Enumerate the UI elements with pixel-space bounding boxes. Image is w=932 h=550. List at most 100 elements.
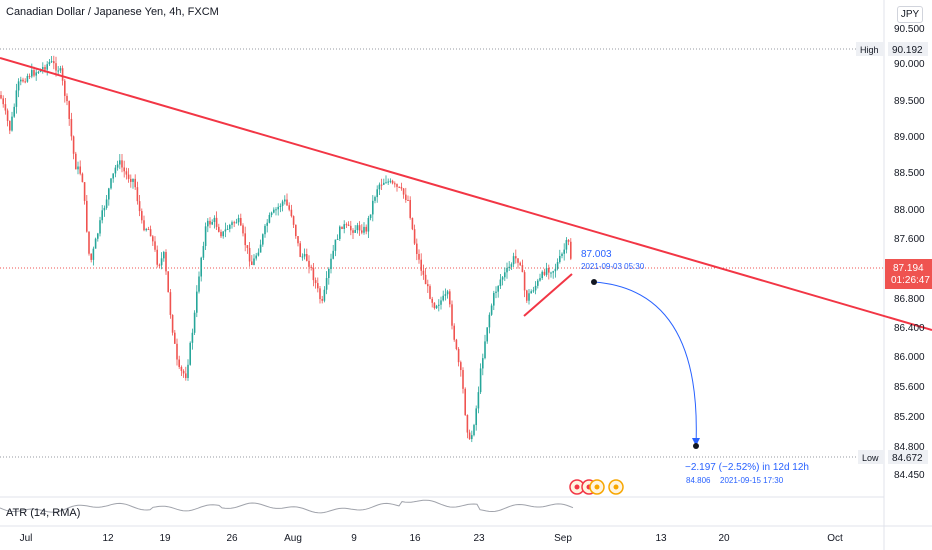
candle-body	[422, 270, 425, 275]
candle-body	[279, 205, 282, 207]
candle-body	[119, 160, 121, 165]
currency-badge[interactable]: JPY	[897, 6, 923, 23]
candle-body	[297, 236, 299, 244]
candle-body	[343, 224, 345, 229]
candle-body	[372, 200, 374, 215]
candle-body	[347, 224, 350, 226]
price-tick-label: 89.000	[894, 132, 925, 143]
candle-body	[563, 249, 565, 254]
low-label-box	[858, 450, 884, 464]
price-tick-label: 84.450	[894, 470, 925, 481]
candle-body	[259, 244, 262, 253]
candle-body	[473, 425, 475, 436]
candle-body	[541, 271, 543, 279]
high-label: High	[860, 45, 879, 55]
candle-body	[59, 68, 62, 71]
price-tick-label: 86.400	[894, 323, 925, 334]
candle-body	[127, 174, 130, 179]
candle-body	[453, 325, 455, 340]
candle-body	[255, 255, 257, 259]
candle-body	[312, 267, 315, 281]
price-tick-label: 86.000	[894, 352, 925, 363]
candle-body	[374, 197, 376, 201]
time-tick-label: Aug	[284, 533, 302, 544]
time-tick-label: 23	[473, 533, 485, 544]
candle-body	[70, 118, 73, 137]
candle-body	[149, 229, 152, 237]
candle-body	[292, 216, 295, 225]
atr-label[interactable]: ATR (14, RMA)	[6, 507, 81, 519]
candle-body	[468, 432, 471, 440]
projection-time-label: 2021-09-15 17:30	[720, 476, 784, 485]
candle-body	[559, 255, 561, 263]
time-axis[interactable]: Jul 12 19 26 Aug 9 16 23 Sep 13 20 Oct	[20, 533, 843, 544]
candle-body	[407, 199, 409, 201]
projection-end-point[interactable]	[693, 443, 699, 449]
candle-body	[405, 194, 407, 200]
support-trendline[interactable]	[523, 273, 573, 317]
last-price-value: 87.194	[893, 263, 924, 274]
last-price-tag	[885, 259, 932, 289]
candle-body	[416, 243, 418, 254]
candle-body	[4, 104, 7, 111]
candle-body	[231, 222, 233, 225]
candle-body	[0, 95, 2, 99]
projection-arc[interactable]	[593, 281, 697, 446]
candle-body	[457, 348, 460, 363]
candle-body	[202, 246, 205, 258]
candle-body	[72, 136, 75, 154]
candle-body	[411, 217, 414, 230]
projection-start-point[interactable]	[591, 279, 597, 285]
candle-body	[123, 167, 125, 172]
candle-body	[136, 187, 139, 202]
drawing-layer[interactable]: 87.003 2021-09-03 05:30 −2.197 (−2.52%) …	[0, 57, 932, 485]
time-tick-label: 19	[159, 533, 171, 544]
candle-body	[508, 266, 510, 269]
candle-body	[121, 160, 123, 168]
candle-body	[26, 75, 29, 82]
event-marker-dot	[574, 484, 580, 490]
time-tick-label: 12	[102, 533, 114, 544]
candle-body	[486, 327, 488, 342]
candle-body	[13, 106, 15, 117]
candle-body	[33, 70, 35, 76]
candle-body	[44, 67, 46, 70]
candle-body	[154, 241, 156, 250]
candle-body	[125, 171, 128, 175]
candle-body	[356, 225, 359, 231]
symbol-title[interactable]: Canadian Dollar / Japanese Yen, 4h, FXCM	[6, 6, 219, 18]
candle-body	[424, 274, 427, 285]
projection-change-label: −2.197 (−2.52%) in 12d 12h	[685, 462, 809, 473]
candle-body	[449, 291, 451, 305]
candle-body	[308, 260, 310, 267]
low-value-box	[888, 450, 928, 464]
candle-body	[495, 291, 497, 293]
candle-body	[50, 61, 53, 63]
descending-trendline[interactable]	[0, 57, 932, 331]
candle-body	[209, 220, 211, 225]
candle-body	[105, 199, 108, 208]
price-axis[interactable]: 90.500 90.000 89.500 89.000 88.500 88.000 87.6…	[856, 24, 932, 481]
candle-body	[464, 388, 466, 415]
candle-body	[501, 277, 504, 280]
economic-events[interactable]	[569, 479, 624, 495]
candle-body	[460, 362, 462, 371]
candle-body	[218, 226, 220, 232]
candle-body	[42, 67, 44, 70]
candle-body	[284, 199, 286, 202]
candle-body	[77, 166, 79, 170]
candle-body	[22, 79, 24, 82]
candle-body	[233, 222, 235, 224]
candle-body	[358, 225, 361, 231]
candle-body	[156, 249, 158, 265]
price-tick-label: 85.200	[894, 412, 925, 423]
candle-body	[273, 209, 275, 213]
candle-body	[165, 252, 167, 272]
projection-target-label: 84.806	[686, 476, 711, 485]
candle-body	[235, 222, 238, 224]
time-tick-label: 9	[351, 533, 357, 544]
candle-body	[523, 272, 526, 291]
candle-body	[497, 286, 499, 292]
